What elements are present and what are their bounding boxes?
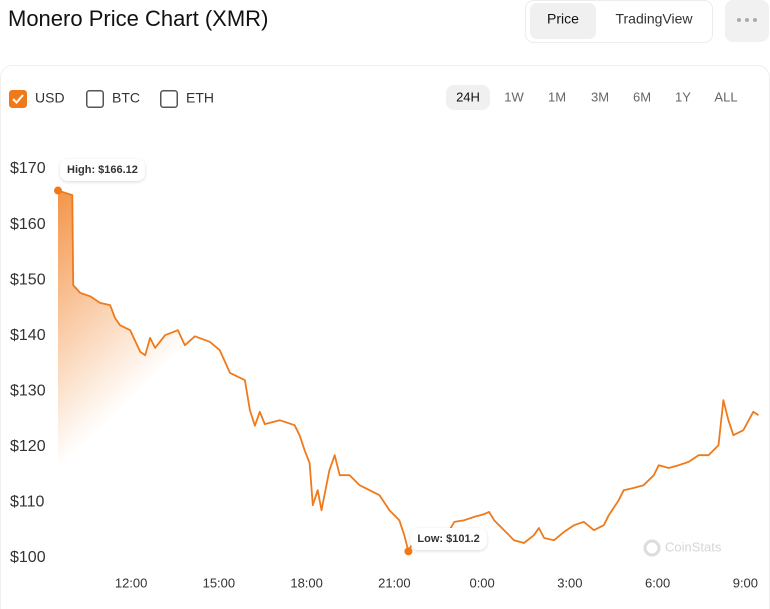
dot [737, 18, 741, 22]
range-button[interactable]: 1M [548, 89, 566, 104]
currency-label: USD [35, 90, 65, 106]
range-button[interactable]: 24H [446, 85, 490, 110]
area-fill [58, 190, 759, 558]
range-button[interactable]: ALL [714, 89, 737, 104]
y-tick-label: $140 [10, 327, 46, 344]
y-tick-label: $110 [10, 494, 45, 511]
x-tick-label: 9:00 [733, 575, 758, 590]
price-line [57, 189, 759, 553]
annotation-box [60, 159, 145, 181]
dot [753, 18, 757, 22]
currency-label: BTC [112, 90, 140, 106]
range-button[interactable]: 6M [633, 89, 651, 104]
range-button[interactable]: 3M [591, 89, 609, 104]
currency-checkbox[interactable]: USD [9, 90, 65, 108]
x-tick-label: 18:00 [290, 575, 323, 590]
x-tick-label: 3:00 [557, 575, 582, 590]
x-tick-label: 15:00 [203, 575, 236, 590]
currency-checkbox[interactable]: ETH [160, 90, 214, 108]
x-tick-label: 12:00 [115, 575, 148, 590]
currency-checkbox[interactable]: BTC [86, 90, 140, 108]
annotation-dot [54, 186, 62, 195]
x-tick-label: 21:00 [378, 575, 411, 590]
y-tick-label: $130 [10, 383, 46, 400]
dot [745, 18, 749, 22]
annotation-tooltip: High: $166.12 [60, 159, 145, 181]
tab-active-bg [530, 3, 596, 39]
range-label: 1M [548, 89, 566, 104]
more-button[interactable] [725, 0, 769, 42]
range-label: 6M [633, 89, 651, 104]
currency-label: ETH [186, 90, 214, 106]
y-tick-label: $170 [10, 160, 46, 177]
y-tick-label: $160 [10, 216, 46, 233]
range-label: 1Y [675, 89, 691, 104]
tab[interactable]: TradingView [615, 11, 693, 27]
range-label: 3M [591, 89, 609, 104]
annotation-tooltip: Low: $101.2 [410, 528, 487, 550]
x-tick-label: 0:00 [469, 575, 494, 590]
range-button[interactable]: 1W [504, 89, 524, 104]
tab-label: TradingView [615, 11, 693, 27]
y-tick-label: $150 [10, 271, 46, 288]
y-tick-label: $120 [10, 438, 46, 455]
annotation-label: High: $166.12 [67, 164, 138, 176]
range-label: ALL [714, 89, 737, 104]
y-tick-label: $100 [10, 549, 46, 566]
annotation-box [410, 528, 487, 550]
range-label: 24H [456, 89, 480, 104]
checkbox-box [160, 90, 178, 108]
range-button[interactable]: 1Y [675, 89, 691, 104]
checkbox-box [9, 90, 27, 108]
page-title: Monero Price Chart (XMR) [8, 6, 268, 31]
checkbox-box [86, 90, 104, 108]
annotation-dot [404, 547, 413, 556]
tab-label: Price [547, 11, 579, 27]
range-label: 1W [504, 89, 524, 104]
x-tick-label: 6:00 [645, 575, 670, 590]
range-active-bg [446, 85, 490, 110]
annotation-label: Low: $101.2 [417, 533, 479, 545]
tab[interactable]: Price [530, 3, 596, 39]
checkmark [12, 94, 24, 104]
